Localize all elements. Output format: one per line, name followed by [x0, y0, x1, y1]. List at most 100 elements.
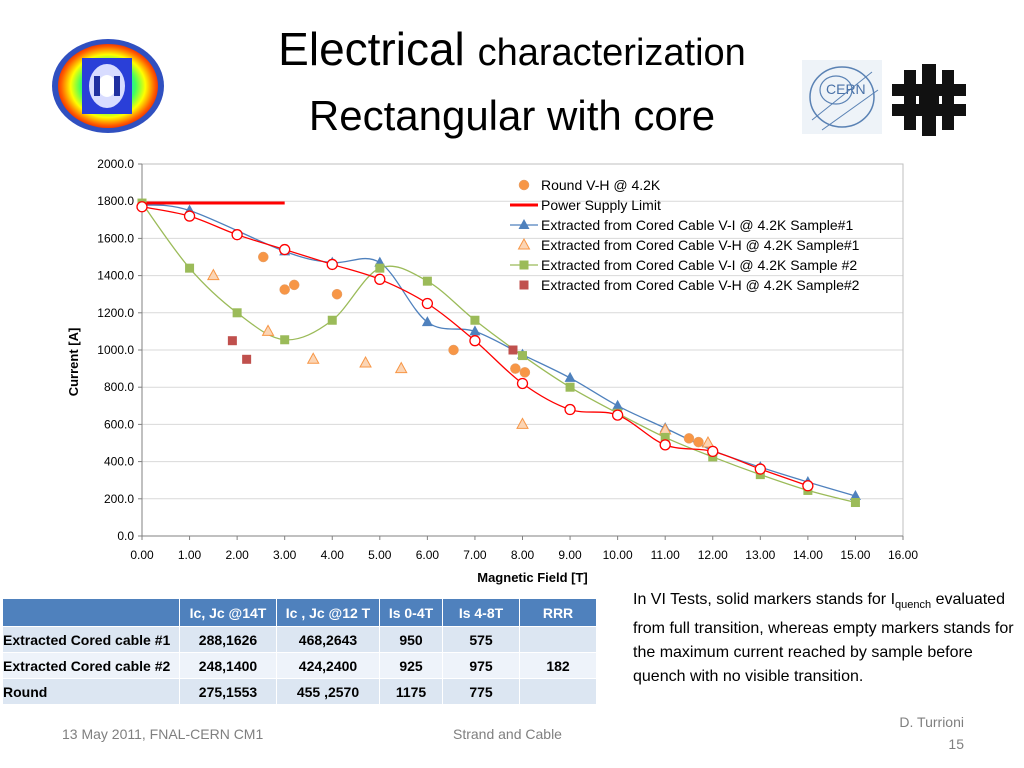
table-cell: Extracted Cored cable #2	[2, 652, 180, 679]
data-point-series-6	[421, 297, 434, 310]
legend-swatch	[517, 237, 531, 250]
data-point-series-0	[510, 363, 521, 374]
table-header-cell: Ic , Jc @12 T	[276, 598, 380, 627]
legend-label: Power Supply Limit	[541, 197, 661, 213]
x-tick-label: 15.00	[840, 548, 870, 562]
data-point-series-4	[850, 498, 860, 508]
x-tick-label: 4.00	[321, 548, 345, 562]
y-tick-label: 0.0	[117, 529, 134, 543]
y-tick-label: 400.0	[104, 455, 134, 469]
x-tick-label: 12.00	[698, 548, 728, 562]
footer-topic: Strand and Cable	[453, 726, 562, 742]
footer-date: 13 May 2011, FNAL-CERN CM1	[62, 726, 264, 742]
data-point-series-6	[611, 409, 624, 421]
legend-label: Extracted from Cored Cable V-I @ 4.2K Sa…	[541, 217, 853, 233]
data-point-series-6	[231, 229, 243, 241]
x-tick-label: 5.00	[368, 548, 392, 562]
x-tick-label: 2.00	[225, 548, 249, 562]
legend-swatch	[519, 260, 529, 270]
x-tick-label: 1.00	[178, 548, 202, 562]
data-point-series-3	[516, 417, 529, 429]
chart-gridlines	[142, 163, 903, 500]
footer-page-number: 15	[948, 736, 964, 752]
table-row: Extracted Cored cable #1 288,1626 468,26…	[2, 626, 597, 653]
x-tick-label: 13.00	[745, 548, 775, 562]
table-cell: 182	[519, 652, 597, 679]
table-cell: 455 ,2570	[276, 678, 380, 705]
data-point-series-4	[422, 276, 432, 286]
data-point-series-6	[469, 335, 481, 347]
title-word-characterization: characterization	[477, 32, 746, 74]
table-cell: 1175	[379, 678, 443, 705]
x-tick-label: 7.00	[463, 548, 487, 562]
data-point-series-0	[519, 367, 531, 378]
magnet-field-map-image	[50, 36, 190, 136]
data-point-series-3	[206, 268, 220, 281]
table-cell: 275,1553	[179, 678, 277, 705]
data-point-series-5	[227, 336, 237, 346]
data-point-series-0	[683, 433, 695, 444]
table-header-cell: Is 4-8T	[442, 598, 520, 627]
data-point-series-2	[564, 371, 576, 382]
x-tick-label: 11.00	[651, 548, 680, 562]
table-header-cell: Is 0-4T	[379, 598, 443, 627]
data-point-series-6	[659, 439, 671, 451]
table-row: Extracted Cored cable #2 248,1400 424,24…	[2, 652, 597, 679]
table-header-row: Ic, Jc @14T Ic , Jc @12 T Is 0-4T Is 4-8…	[2, 598, 597, 627]
table-cell: 775	[442, 678, 520, 705]
table-cell: 925	[379, 652, 443, 679]
table-cell: 575	[442, 626, 520, 653]
note-text: In VI Tests, solid markers stands for I	[633, 591, 896, 608]
table-header-cell: Ic, Jc @14T	[179, 598, 277, 627]
data-point-series-2	[421, 316, 433, 327]
footer-author: D. Turrioni	[899, 714, 964, 730]
y-tick-label: 1200.0	[97, 306, 134, 320]
data-point-series-4	[375, 263, 385, 273]
data-point-series-3	[359, 355, 372, 368]
table-cell: 468,2643	[276, 626, 380, 653]
critical-current-chart: 0.0 200.0 400.0 600.0 800.0 1000.0 1200.0 1400.…	[66, 157, 918, 585]
y-tick-label: 800.0	[104, 380, 134, 394]
x-tick-label: 14.00	[793, 548, 823, 562]
x-tick-label: 9.00	[558, 548, 582, 562]
table-cell: Extracted Cored cable #1	[2, 626, 180, 653]
x-tick-label: 0.00	[130, 548, 154, 562]
data-point-series-4	[565, 382, 575, 392]
data-point-series-6	[326, 258, 338, 271]
data-point-series-0	[288, 279, 300, 291]
data-point-series-6	[279, 243, 291, 256]
table-cell: 248,1400	[179, 652, 277, 679]
chart-axes: 0.0 200.0 400.0 600.0 800.0 1000.0 1200.0 1400.…	[66, 157, 918, 585]
legend-label: Extracted from Cored Cable V-H @ 4.2K Sa…	[541, 237, 860, 253]
table-cell: 424,2400	[276, 652, 380, 679]
table-header-cell	[2, 598, 180, 627]
series-trend-curve-4	[141, 202, 856, 504]
data-point-series-0	[331, 288, 343, 300]
table-header-cell: RRR	[519, 598, 597, 627]
data-point-series-6	[516, 377, 529, 390]
legend-swatch	[518, 179, 530, 191]
table-row: Round 275,1553 455 ,2570 1175 775	[2, 678, 597, 705]
chart-legend: Round V-H @ 4.2K Power Supply Limit Extrac…	[510, 177, 860, 293]
data-point-series-3	[701, 435, 715, 448]
data-point-series-5	[508, 345, 518, 355]
slide-title-line1: Electrical characterization	[180, 22, 844, 76]
x-tick-label: 3.00	[273, 548, 297, 562]
legend-label: Round V-H @ 4.2K	[541, 177, 661, 193]
data-point-series-4	[327, 315, 337, 325]
data-point-series-4	[470, 315, 480, 325]
legend-label: Extracted from Cored Cable V-I @ 4.2K Sa…	[541, 257, 857, 273]
y-tick-label: 1000.0	[97, 343, 134, 357]
legend-swatch	[518, 219, 530, 229]
data-point-series-3	[306, 352, 320, 364]
title-word-electrical: Electrical	[278, 23, 465, 75]
marker-explanation-note: In VI Tests, solid markers stands for Iq…	[633, 588, 1018, 689]
data-point-series-6	[136, 201, 148, 213]
y-tick-label: 1400.0	[97, 269, 134, 283]
data-point-series-0	[279, 284, 290, 295]
data-point-series-4	[280, 335, 290, 345]
data-point-series-2	[469, 325, 481, 336]
data-point-series-6	[564, 403, 576, 416]
y-axis-title: Current [A]	[66, 328, 81, 397]
chart-data-marks	[136, 198, 861, 508]
